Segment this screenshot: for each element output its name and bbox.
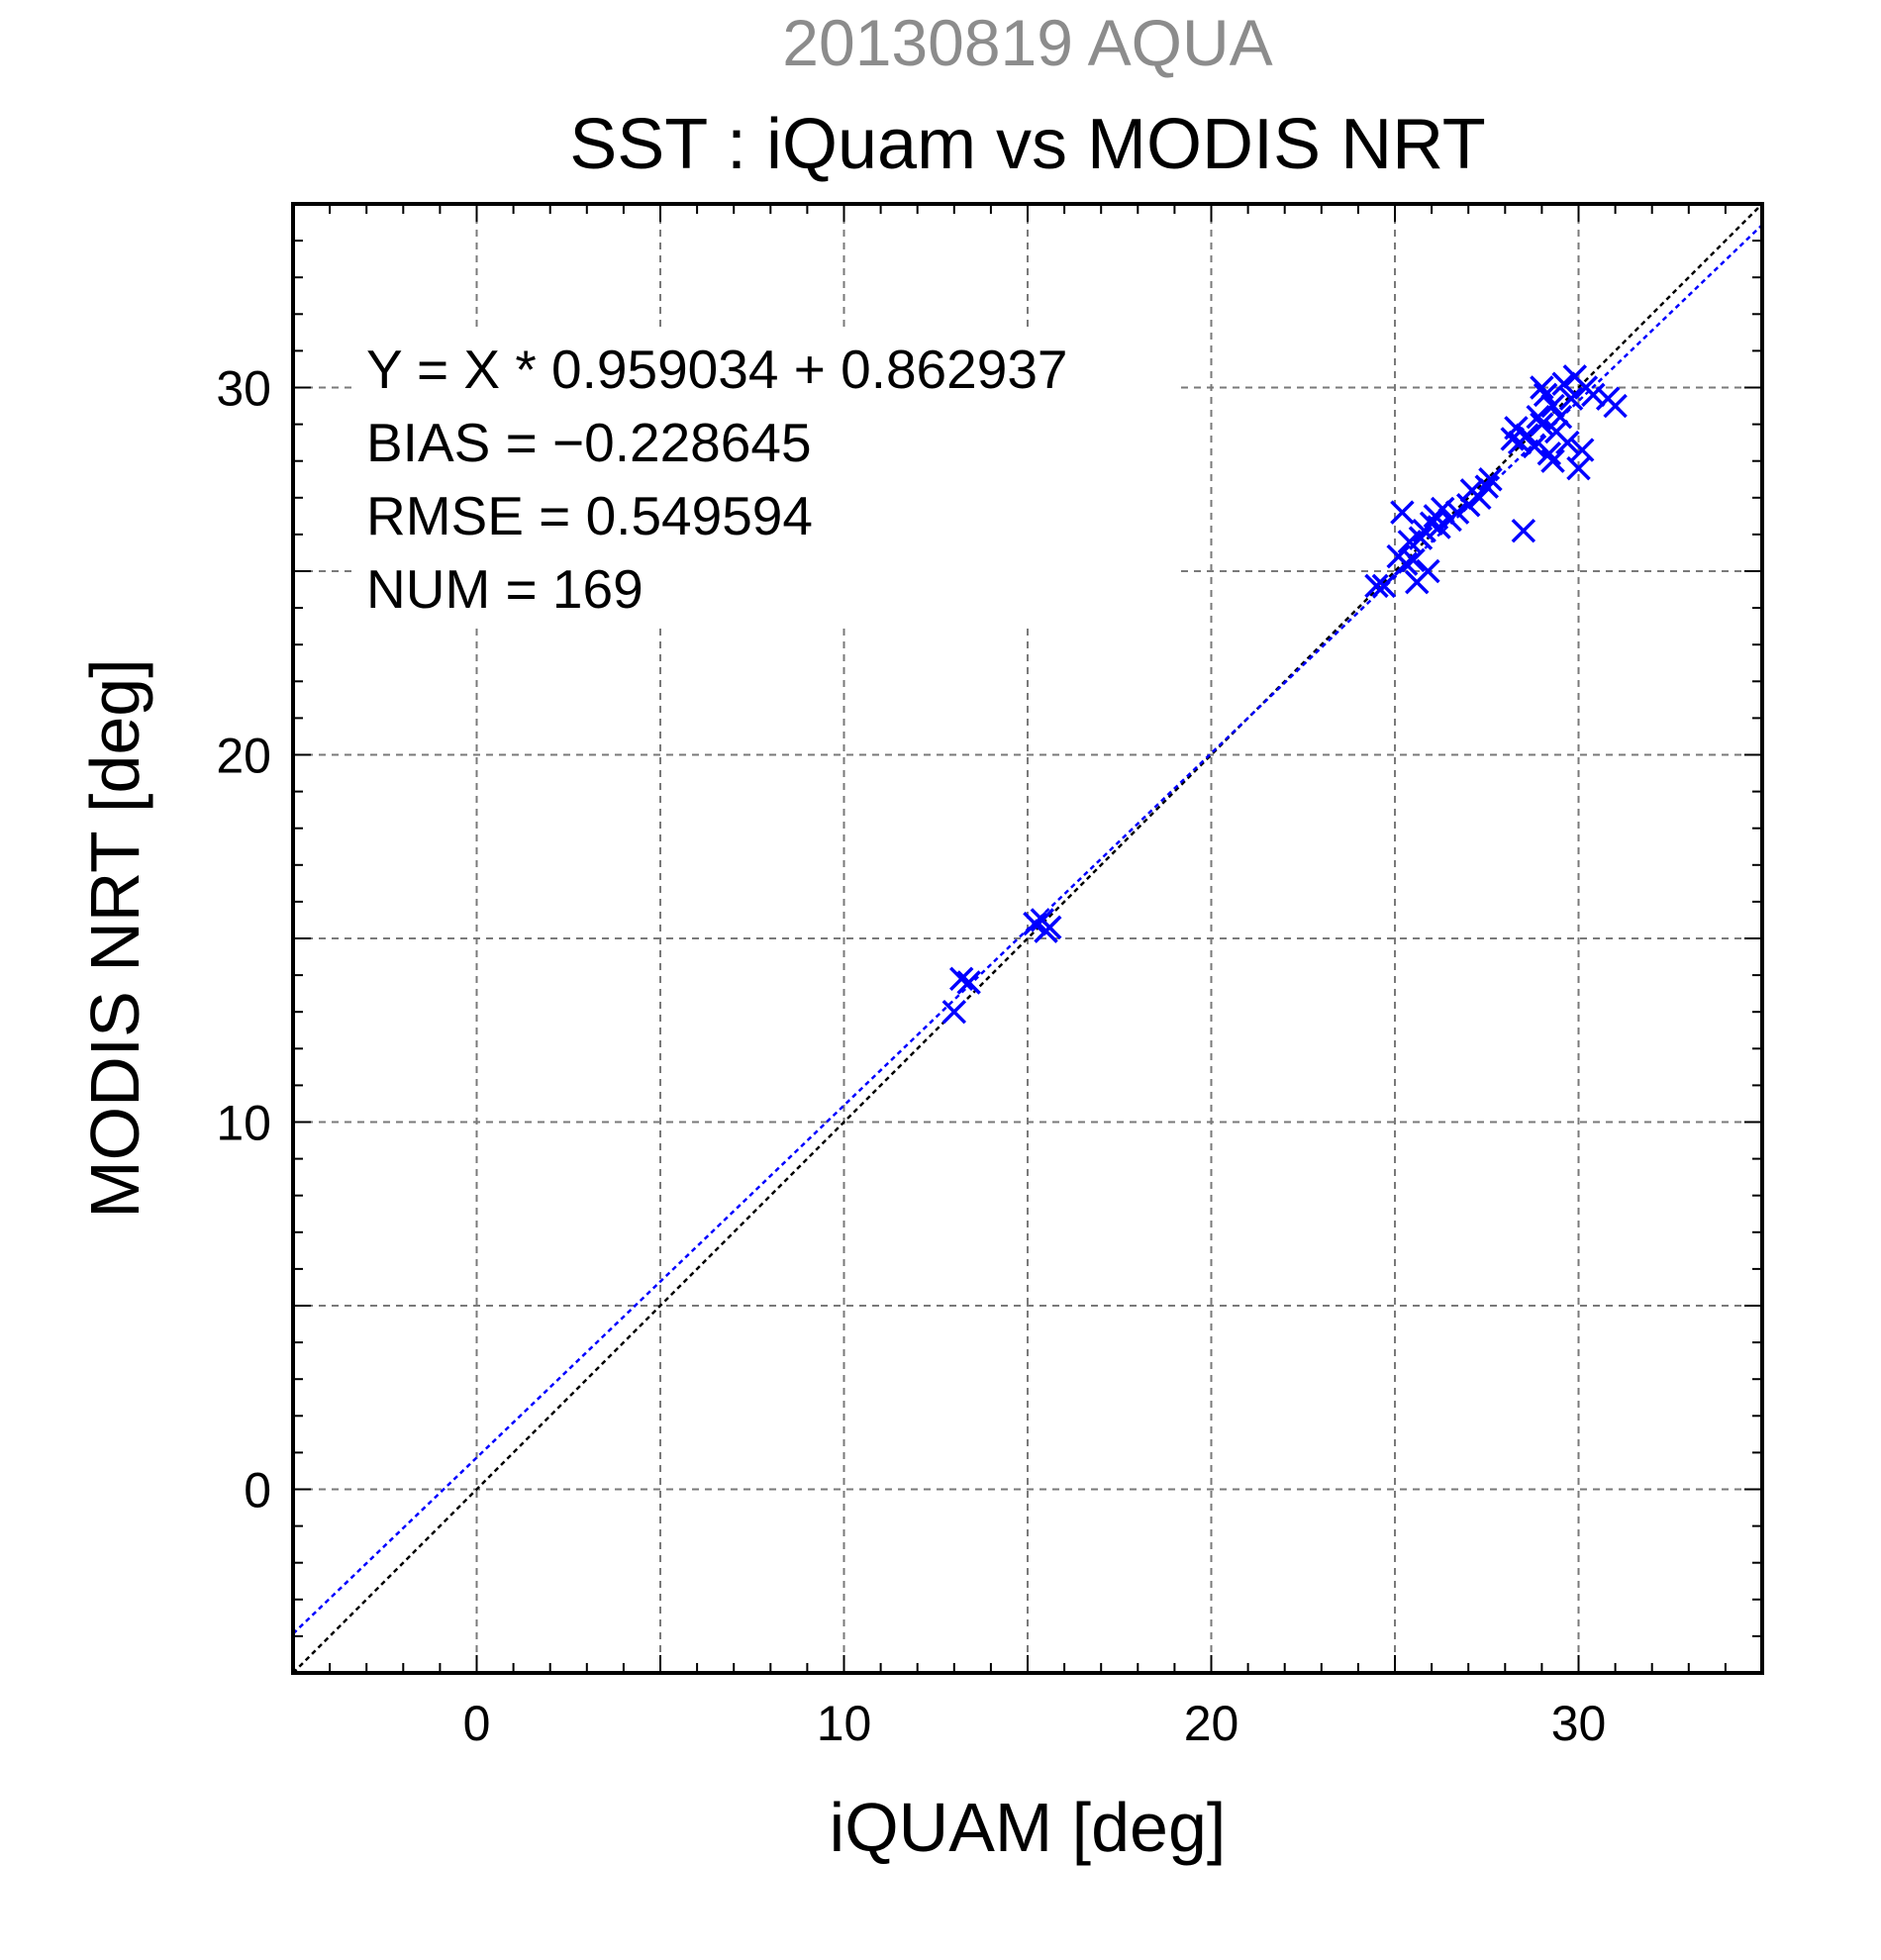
data-point: [1515, 423, 1539, 447]
data-point: [1444, 500, 1470, 525]
y-tick-label: 30: [216, 361, 271, 417]
data-point: [1419, 511, 1444, 537]
stats-background: [356, 329, 1180, 626]
data-point: [1455, 492, 1481, 518]
x-tick-label: 20: [1184, 1696, 1239, 1751]
y-tick-label: 0: [244, 1463, 271, 1519]
stats-equation: Y = X * 0.959034 + 0.862937: [366, 339, 1068, 400]
data-points: [941, 364, 1628, 1025]
y-axis-label: MODIS NRT [deg]: [76, 658, 153, 1218]
data-point: [1530, 412, 1554, 437]
data-point: [1540, 448, 1565, 473]
data-point: [1547, 404, 1573, 430]
data-point: [1504, 416, 1529, 441]
data-point: [1474, 474, 1499, 499]
x-axis-label: iQUAM [deg]: [830, 1789, 1227, 1866]
y-tick-label: 10: [216, 1096, 271, 1151]
chart-title: SST : iQuam vs MODIS NRT: [569, 105, 1486, 184]
stats-rmse: RMSE = 0.549594: [366, 485, 813, 546]
data-point: [1569, 438, 1595, 462]
data-point: [1603, 393, 1628, 419]
data-point: [1034, 919, 1058, 943]
data-point: [1555, 430, 1580, 455]
x-tick-label: 30: [1551, 1696, 1607, 1751]
y-tick-label: 20: [216, 729, 271, 784]
data-point: [1558, 386, 1584, 411]
data-point: [1408, 526, 1434, 550]
data-point: [941, 999, 967, 1025]
data-point: [1427, 515, 1451, 539]
data-point: [1540, 393, 1565, 419]
data-point: [1430, 496, 1455, 522]
chart-supertitle: 20130819 AQUA: [782, 6, 1272, 79]
data-point: [1511, 518, 1536, 543]
identity-line: [293, 204, 1762, 1673]
data-point: [1536, 441, 1562, 466]
data-point: [1533, 382, 1558, 408]
data-point: [1478, 467, 1503, 492]
data-point: [1566, 455, 1591, 481]
data-point: [1401, 547, 1426, 573]
data-point: [1390, 500, 1415, 525]
stats-bias: BIAS = −0.228645: [366, 412, 812, 473]
data-point: [1416, 558, 1440, 584]
plot-frame: [291, 202, 1764, 1675]
data-point: [1530, 375, 1554, 400]
data-point: [1393, 551, 1419, 576]
data-point: [1364, 573, 1389, 599]
data-point: [948, 966, 974, 992]
data-point: [1467, 485, 1492, 511]
x-tick-label: 10: [817, 1696, 872, 1751]
data-point: [1526, 404, 1550, 430]
data-point: [1581, 382, 1606, 408]
data-point: [1023, 911, 1047, 936]
data-point: [1371, 573, 1397, 599]
data-point: [956, 970, 981, 995]
stats-num: NUM = 169: [366, 558, 644, 620]
x-tick-label: 0: [463, 1696, 491, 1751]
data-point: [1522, 434, 1547, 459]
data-point: [1551, 371, 1576, 397]
y-axis-ticks: 0 10 20 30: [216, 361, 271, 1519]
x-axis-ticks: 0 10 20 30: [463, 1696, 1607, 1751]
